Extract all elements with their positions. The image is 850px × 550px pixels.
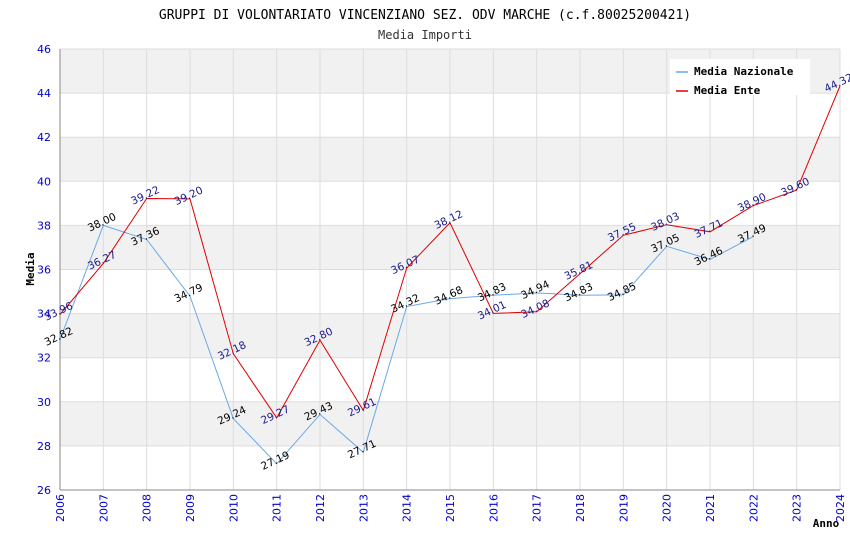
x-tick-label: 2019 bbox=[617, 494, 630, 522]
legend: Media Nazionale Media Ente bbox=[670, 59, 810, 97]
y-tick-label: 44 bbox=[37, 87, 51, 100]
legend-label-nazionale: Media Nazionale bbox=[694, 65, 794, 78]
x-tick-label: 2013 bbox=[357, 494, 370, 522]
y-tick-label: 28 bbox=[37, 440, 51, 453]
series-lines bbox=[59, 85, 841, 465]
legend-label-ente: Media Ente bbox=[694, 84, 761, 97]
y-tick-label: 42 bbox=[37, 131, 51, 144]
x-tick-label: 2010 bbox=[227, 494, 240, 522]
x-tick-label: 2012 bbox=[314, 494, 327, 522]
series-line-ente bbox=[59, 85, 841, 419]
y-tick-label: 46 bbox=[37, 43, 51, 56]
x-tick-labels: 2006 2007 2008 2009 2010 2011 2012 2013 2014 2015… bbox=[54, 494, 847, 522]
y-tick-label: 36 bbox=[37, 264, 51, 277]
x-tick-label: 2007 bbox=[97, 494, 110, 522]
x-tick-label: 2011 bbox=[271, 494, 284, 522]
axes bbox=[59, 49, 840, 491]
x-tick-label: 2014 bbox=[401, 494, 414, 522]
y-tick-label: 30 bbox=[37, 396, 51, 409]
x-tick-label: 2023 bbox=[791, 494, 804, 522]
x-tick-label: 2006 bbox=[54, 494, 67, 522]
x-tick-label: 2020 bbox=[661, 494, 674, 522]
y-tick-label: 32 bbox=[37, 352, 51, 365]
x-tick-label: 2022 bbox=[747, 494, 760, 522]
y-tick-label: 40 bbox=[37, 175, 51, 188]
series-line-nazionale bbox=[59, 224, 754, 465]
x-tick-label: 2017 bbox=[531, 494, 544, 522]
legend-box bbox=[670, 59, 810, 95]
x-axis-label: Anno bbox=[813, 517, 840, 530]
x-tick-label: 2018 bbox=[574, 494, 587, 522]
x-tick-label: 2008 bbox=[141, 494, 154, 522]
x-tick-label: 2009 bbox=[184, 494, 197, 522]
chart-subtitle: Media Importi bbox=[378, 28, 472, 42]
x-tick-label: 2024 bbox=[834, 494, 847, 522]
y-tick-label: 26 bbox=[37, 484, 51, 497]
y-tick-label: 38 bbox=[37, 219, 51, 232]
y-axis-label: Media bbox=[24, 252, 37, 285]
y-tick-label: 34 bbox=[37, 308, 51, 321]
x-tick-label: 2015 bbox=[444, 494, 457, 522]
x-tick-label: 2016 bbox=[487, 494, 500, 522]
x-tick-label: 2021 bbox=[704, 494, 717, 522]
y-tick-labels: 26 28 30 32 34 36 38 40 42 44 46 bbox=[37, 43, 51, 497]
chart-title: GRUPPI DI VOLONTARIATO VINCENZIANO SEZ. … bbox=[159, 8, 691, 23]
